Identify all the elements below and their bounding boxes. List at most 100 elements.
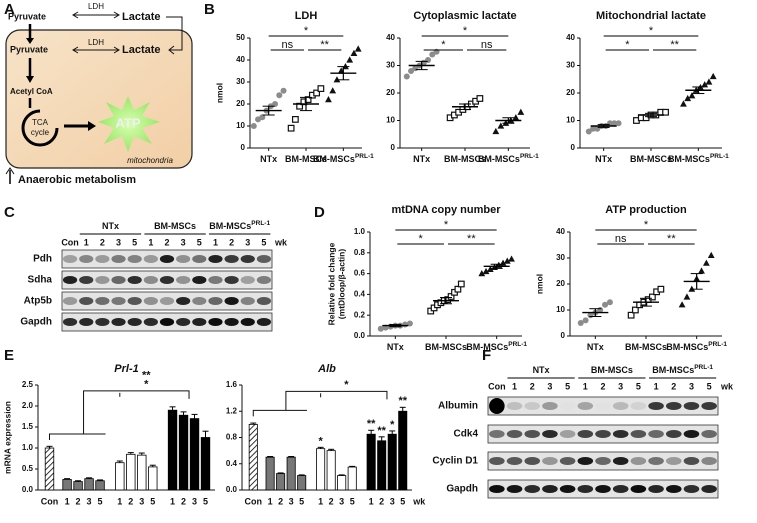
significance-label: * bbox=[344, 379, 349, 391]
lane-label: 2 bbox=[229, 237, 234, 247]
y-axis-label: nmol bbox=[214, 83, 224, 103]
category-label: NTx bbox=[587, 342, 604, 352]
blot-band bbox=[208, 276, 223, 284]
x-tick-label: 2 bbox=[76, 496, 81, 506]
blot-band bbox=[630, 430, 647, 438]
name-superscript: PRL-1 bbox=[508, 341, 527, 348]
category-label: BM-MSCs bbox=[444, 154, 486, 164]
y-tick-label: 0 bbox=[571, 143, 576, 152]
blot-band bbox=[701, 485, 717, 493]
blot-band bbox=[701, 430, 717, 438]
bar bbox=[286, 456, 296, 491]
x-tick-label: 1 bbox=[369, 496, 374, 506]
blot-band bbox=[159, 318, 175, 326]
name: NTx bbox=[387, 342, 404, 352]
blot-band bbox=[192, 297, 207, 305]
data-point bbox=[684, 94, 692, 102]
x-tick-label: 2 bbox=[181, 496, 186, 506]
data-point bbox=[403, 73, 410, 80]
data-point bbox=[272, 101, 279, 107]
unit-label: wk bbox=[274, 237, 288, 247]
y-tick-label: 0.6 bbox=[354, 269, 366, 278]
blot-band bbox=[683, 457, 700, 465]
data-point bbox=[425, 57, 432, 63]
blot-band bbox=[665, 485, 682, 493]
name-superscript: PRL-1 bbox=[710, 153, 729, 160]
blot-band bbox=[595, 402, 611, 410]
x-tick-label: 5 bbox=[400, 496, 405, 506]
name-superscript: PRL-1 bbox=[694, 364, 713, 371]
bar bbox=[126, 453, 136, 491]
row-label: Cyclin D1 bbox=[432, 456, 478, 467]
x-tick-label: 3 bbox=[339, 496, 344, 506]
label: Anaerobic metabolism bbox=[18, 174, 136, 186]
blot-band bbox=[506, 402, 523, 410]
y-tick-label: 30 bbox=[386, 61, 395, 70]
blot-band bbox=[176, 276, 191, 284]
blot-band bbox=[127, 318, 142, 326]
row-label: Sdha bbox=[28, 275, 53, 286]
x-tick-label: 5 bbox=[350, 496, 355, 506]
panel-letter: E bbox=[4, 347, 14, 364]
category-label: BM-MSCs bbox=[285, 154, 327, 164]
name: BM-MSCs bbox=[591, 365, 633, 375]
lane-label: 1 bbox=[213, 237, 218, 247]
lane-label: 3 bbox=[116, 237, 121, 247]
x-tick-label: 2 bbox=[128, 496, 133, 506]
data-point bbox=[350, 49, 358, 56]
bar-label: * bbox=[318, 435, 323, 447]
blot-band bbox=[612, 485, 629, 493]
data-point bbox=[585, 128, 592, 135]
data-point bbox=[280, 87, 287, 94]
label: Pyruvate bbox=[8, 11, 46, 21]
significance-label: * bbox=[649, 25, 654, 37]
bar bbox=[377, 440, 387, 491]
name: BM-MSCs bbox=[668, 154, 710, 164]
blot-band bbox=[79, 318, 94, 326]
blot-band bbox=[612, 402, 629, 410]
blot-band bbox=[111, 255, 126, 263]
label: Lactate bbox=[122, 11, 161, 23]
data-point bbox=[497, 122, 505, 129]
label: LDH bbox=[88, 38, 104, 47]
y-tick-label: 0.0 bbox=[354, 331, 366, 340]
blot-band bbox=[256, 276, 272, 284]
data-point bbox=[631, 306, 639, 314]
data-point bbox=[482, 267, 490, 275]
blot-strip bbox=[61, 291, 273, 311]
bar-label: ** bbox=[367, 418, 376, 430]
blot-band bbox=[192, 276, 207, 284]
y-tick-label: 1.2 bbox=[226, 406, 238, 415]
blot-band bbox=[648, 430, 664, 438]
blot-band bbox=[559, 430, 576, 438]
y-tick-label: 30 bbox=[566, 61, 575, 70]
bar bbox=[84, 478, 94, 491]
x-tick-label: 1 bbox=[318, 496, 323, 506]
bar bbox=[337, 475, 347, 491]
y-tick-label: 0 bbox=[391, 143, 396, 152]
y-tick-label: 0.2 bbox=[354, 310, 366, 319]
lane-label: 5 bbox=[261, 237, 266, 247]
data-point bbox=[702, 259, 710, 266]
blot-band bbox=[176, 255, 191, 263]
blot-band bbox=[612, 457, 629, 465]
blot-band bbox=[224, 255, 239, 263]
blot-band bbox=[159, 297, 175, 305]
lane-label: Con bbox=[488, 381, 506, 391]
data-point bbox=[698, 267, 705, 274]
blot-band bbox=[127, 276, 142, 284]
significance-label: * bbox=[625, 39, 630, 51]
blot-band bbox=[489, 485, 505, 493]
lane-label: 2 bbox=[671, 381, 676, 391]
blot-band bbox=[176, 318, 191, 326]
data-point bbox=[478, 270, 486, 277]
label: Lactate bbox=[122, 44, 161, 56]
blot-band bbox=[559, 485, 576, 493]
bar bbox=[95, 480, 105, 491]
data-point bbox=[705, 78, 713, 85]
bar bbox=[366, 433, 376, 491]
bar bbox=[115, 462, 125, 491]
data-point bbox=[707, 251, 715, 258]
lane-label: 1 bbox=[512, 381, 517, 391]
data-point bbox=[680, 100, 687, 107]
